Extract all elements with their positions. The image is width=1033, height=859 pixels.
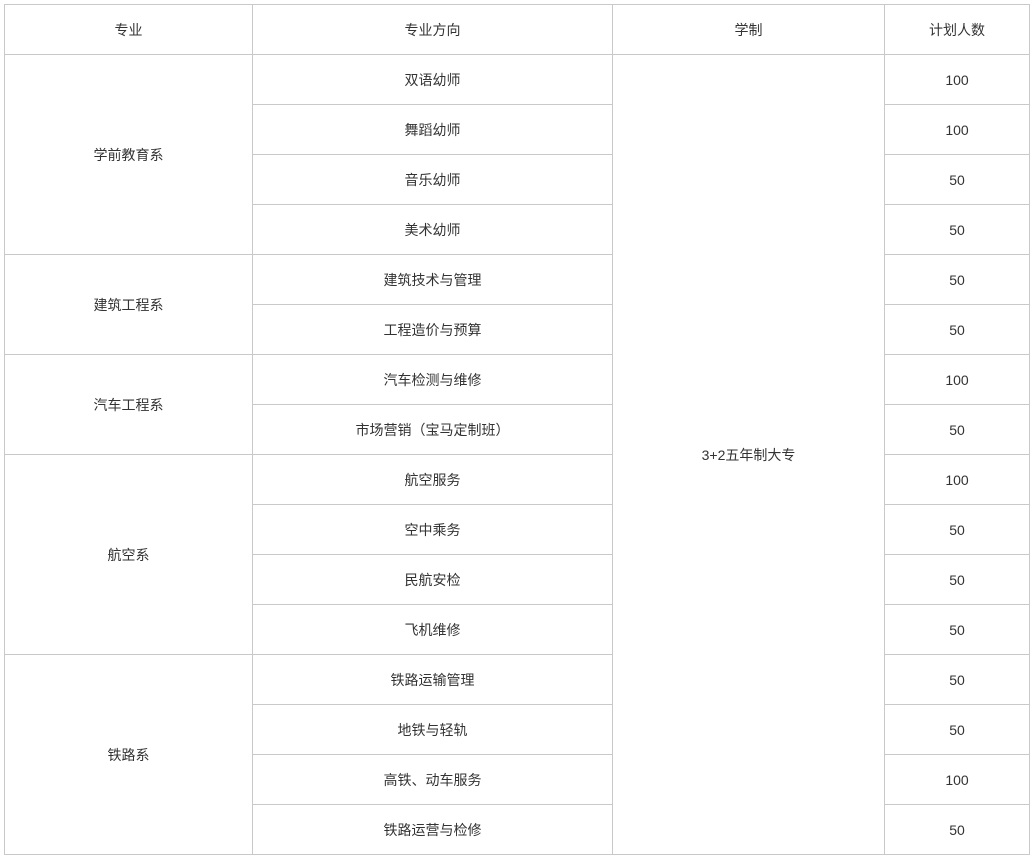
table-header-row: 专业 专业方向 学制 计划人数 [5, 5, 1030, 55]
plan-cell: 100 [885, 455, 1030, 505]
direction-cell: 建筑技术与管理 [253, 255, 613, 305]
col-header-major: 专业 [5, 5, 253, 55]
plan-cell: 50 [885, 405, 1030, 455]
direction-cell: 地铁与轻轨 [253, 705, 613, 755]
plan-cell: 50 [885, 305, 1030, 355]
direction-cell: 工程造价与预算 [253, 305, 613, 355]
system-cell: 3+2五年制大专 [613, 55, 885, 855]
direction-cell: 高铁、动车服务 [253, 755, 613, 805]
direction-cell: 舞蹈幼师 [253, 105, 613, 155]
plan-cell: 50 [885, 255, 1030, 305]
direction-cell: 汽车检测与维修 [253, 355, 613, 405]
plan-cell: 50 [885, 705, 1030, 755]
plan-cell: 50 [885, 155, 1030, 205]
direction-cell: 空中乘务 [253, 505, 613, 555]
plan-cell: 50 [885, 605, 1030, 655]
plan-cell: 50 [885, 205, 1030, 255]
col-header-system: 学制 [613, 5, 885, 55]
direction-cell: 航空服务 [253, 455, 613, 505]
direction-cell: 音乐幼师 [253, 155, 613, 205]
direction-cell: 民航安检 [253, 555, 613, 605]
table-body: 学前教育系 双语幼师 3+2五年制大专 100 舞蹈幼师 100 音乐幼师 50… [5, 55, 1030, 855]
plan-cell: 100 [885, 755, 1030, 805]
plan-cell: 100 [885, 105, 1030, 155]
direction-cell: 铁路运营与检修 [253, 805, 613, 855]
col-header-direction: 专业方向 [253, 5, 613, 55]
major-cell: 航空系 [5, 455, 253, 655]
plan-cell: 50 [885, 655, 1030, 705]
direction-cell: 双语幼师 [253, 55, 613, 105]
major-cell: 汽车工程系 [5, 355, 253, 455]
major-cell: 学前教育系 [5, 55, 253, 255]
plan-cell: 50 [885, 505, 1030, 555]
direction-cell: 市场营销（宝马定制班） [253, 405, 613, 455]
direction-cell: 铁路运输管理 [253, 655, 613, 705]
plan-cell: 100 [885, 55, 1030, 105]
table-row: 学前教育系 双语幼师 3+2五年制大专 100 [5, 55, 1030, 105]
plan-cell: 100 [885, 355, 1030, 405]
enrollment-table: 专业 专业方向 学制 计划人数 学前教育系 双语幼师 3+2五年制大专 100 … [4, 4, 1030, 855]
col-header-plan: 计划人数 [885, 5, 1030, 55]
major-cell: 铁路系 [5, 655, 253, 855]
direction-cell: 飞机维修 [253, 605, 613, 655]
plan-cell: 50 [885, 805, 1030, 855]
direction-cell: 美术幼师 [253, 205, 613, 255]
plan-cell: 50 [885, 555, 1030, 605]
major-cell: 建筑工程系 [5, 255, 253, 355]
